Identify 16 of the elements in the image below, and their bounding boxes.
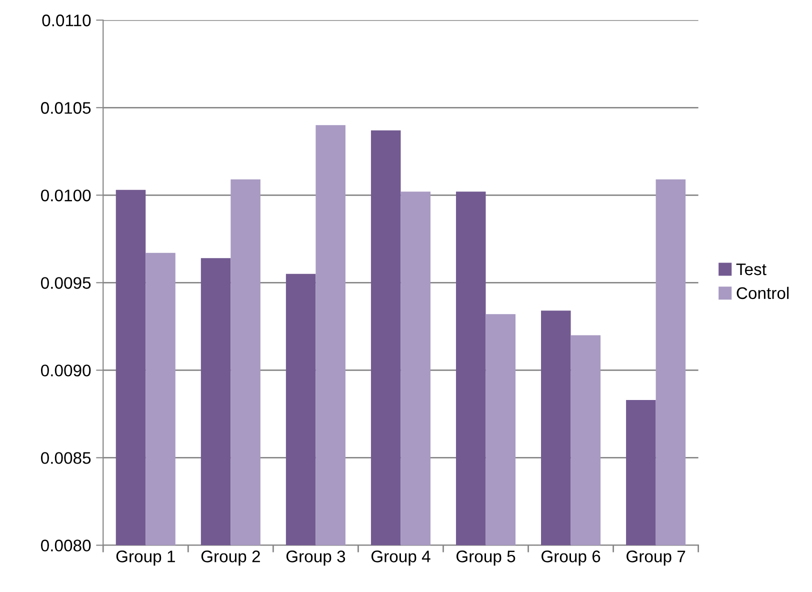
x-tick-label: Group 5 — [456, 550, 516, 566]
x-tick-label: Group 7 — [626, 550, 686, 566]
y-tick-label: 0.0085 — [41, 452, 91, 464]
y-tick-label: 0.0105 — [41, 102, 91, 114]
legend-label: Test — [736, 264, 766, 276]
y-tick-label: 0.0100 — [41, 190, 91, 202]
x-tick-label: Group 3 — [286, 550, 346, 566]
y-tick-label: 0.0095 — [41, 277, 91, 289]
y-tick-label: 0.0110 — [42, 14, 91, 26]
y-tick-label: 0.0090 — [41, 364, 91, 376]
x-tick-label: Group 2 — [201, 550, 260, 566]
x-tick-label: Group 1 — [116, 550, 175, 566]
y-tick-label: 0.0080 — [41, 540, 91, 552]
x-tick-label: Group 6 — [542, 550, 600, 566]
x-tick-label: Group 4 — [371, 550, 430, 566]
legend-label: Control — [736, 286, 789, 300]
